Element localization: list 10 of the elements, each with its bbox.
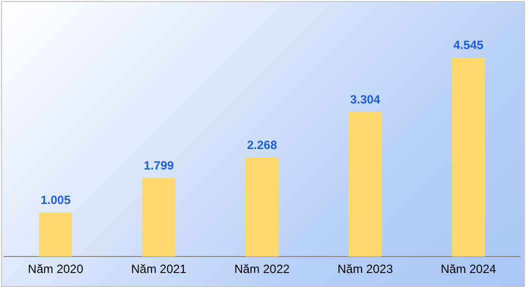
data-label: 1.799 — [144, 158, 174, 172]
x-tick-label: Năm 2024 — [440, 262, 496, 276]
data-label: 2.268 — [246, 138, 278, 152]
x-tick-label: Năm 2021 — [131, 262, 187, 276]
x-tick-label: Năm 2023 — [338, 262, 394, 276]
data-label: 4.545 — [453, 38, 484, 52]
data-label: 1.005 — [40, 192, 71, 207]
data-label: 3.304 — [350, 92, 381, 106]
x-tick-label: Năm 2020 — [28, 262, 84, 276]
x-tick-label: Năm 2022 — [234, 262, 290, 276]
